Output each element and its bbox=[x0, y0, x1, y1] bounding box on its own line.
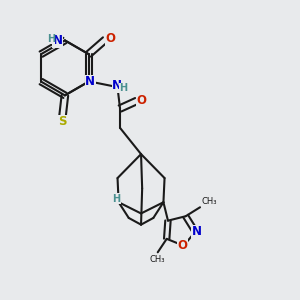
Text: N: N bbox=[112, 79, 122, 92]
Text: O: O bbox=[137, 94, 147, 107]
Text: H: H bbox=[47, 34, 55, 44]
Text: O: O bbox=[106, 32, 116, 45]
Text: N: N bbox=[192, 225, 202, 238]
Text: CH₃: CH₃ bbox=[149, 255, 165, 264]
Text: N: N bbox=[52, 34, 62, 47]
Text: S: S bbox=[58, 115, 67, 128]
Text: CH₃: CH₃ bbox=[201, 197, 217, 206]
Text: H: H bbox=[112, 194, 120, 204]
Text: N: N bbox=[85, 75, 95, 88]
Text: O: O bbox=[177, 239, 187, 252]
Text: H: H bbox=[120, 83, 128, 93]
